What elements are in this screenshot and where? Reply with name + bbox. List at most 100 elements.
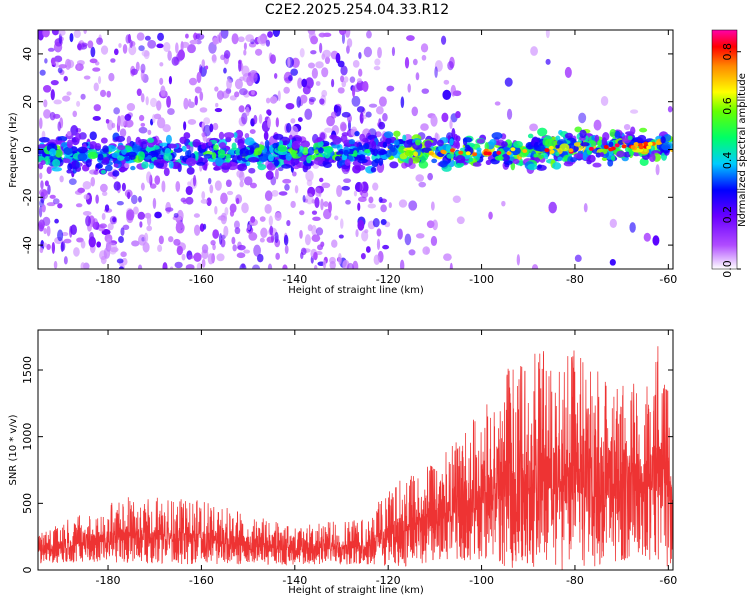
- spectrogram-cell: [299, 229, 303, 239]
- spectrogram-cell: [426, 220, 435, 229]
- spectrogram-ridge-cell: [77, 152, 88, 162]
- spectrogram-cell: [200, 198, 208, 204]
- spectrogram-cell: [300, 251, 304, 260]
- spectrogram-cell: [357, 219, 365, 231]
- spectrogram-cell: [440, 35, 447, 45]
- spectrogram-ridge-cell: [354, 164, 366, 171]
- spectrogram-cell: [311, 67, 318, 79]
- spectrogram-cell: [203, 223, 207, 230]
- spectrogram-cell: [194, 95, 198, 106]
- spectrogram-ridge-cell: [354, 130, 360, 137]
- spectrogram-cell: [386, 85, 395, 92]
- spectrogram-cell: [652, 235, 660, 246]
- spectrogram-ridge-cell: [587, 154, 596, 163]
- spectrogram-ridge-cell: [95, 162, 103, 169]
- spectrogram-ridge-cell: [118, 167, 128, 172]
- spectrogram-ridge-cell: [476, 149, 482, 158]
- spectrogram-cell: [201, 132, 206, 138]
- spectrogram-cell: [116, 258, 124, 264]
- spectrogram-ridge-cell: [217, 153, 226, 159]
- spectrogram-cell: [195, 33, 205, 41]
- spectrogram-cell: [343, 178, 352, 184]
- spectrogram-cell: [430, 115, 438, 127]
- spectrogram-cell: [124, 162, 130, 169]
- spectrogram-ridge-cell: [446, 153, 455, 159]
- spectrogram-cell: [70, 125, 79, 136]
- spectrogram-cell: [239, 263, 247, 269]
- spectrogram-cell: [209, 184, 214, 194]
- spectrogram-ridge-cell: [449, 138, 454, 146]
- spectrogram-ridge-cell: [132, 144, 141, 153]
- spectrogram-ridge-cell: [299, 145, 304, 154]
- spectrogram-cell: [239, 180, 244, 188]
- spectrogram-ridge-cell: [415, 139, 421, 146]
- spectrogram-cell: [138, 126, 148, 134]
- snr-ytick-label: 0: [21, 567, 34, 574]
- spectrogram-ridge-cell: [85, 158, 92, 168]
- spectrogram-cell: [667, 106, 673, 113]
- spectrogram-cell: [282, 178, 292, 184]
- spectrogram-cell: [299, 48, 305, 58]
- spectrogram-cell: [124, 113, 132, 121]
- spectrogram-cell: [243, 249, 251, 254]
- spectrogram-cell: [548, 201, 557, 214]
- spectrogram-cell: [189, 39, 198, 45]
- spectrogram-ridge-cell: [627, 135, 633, 141]
- spectrogram-cell: [404, 57, 410, 69]
- spectrogram-cell: [99, 223, 108, 229]
- spectrogram-cell: [136, 88, 142, 97]
- spectrogram-ridge-cell: [552, 162, 562, 170]
- spectrogram-cell: [263, 131, 269, 141]
- spectrogram-cell: [162, 262, 168, 269]
- spectrogram-cell: [157, 244, 163, 253]
- spectrogram-cell: [138, 45, 145, 52]
- spectrogram-cell: [253, 244, 261, 257]
- snr-ytick-label: 1500: [21, 356, 34, 384]
- spectrogram-ridge-cell: [332, 136, 342, 145]
- snr-frame: [37, 329, 674, 571]
- spectrogram-ridge-cell: [343, 149, 349, 156]
- spectrogram-cell: [290, 118, 296, 124]
- spectrogram-cell: [152, 197, 157, 209]
- spectrogram-ridge-cell: [63, 146, 73, 155]
- spectrogram-ridge-cell: [455, 154, 466, 164]
- snr-ytick-label: 500: [21, 493, 34, 514]
- spectrogram-cell: [330, 111, 337, 119]
- spectrogram-cell: [54, 218, 59, 224]
- spectrogram-ridge-cell: [501, 153, 510, 162]
- spectrogram-cell: [118, 115, 127, 127]
- spectrogram-ridge-cell: [277, 150, 288, 156]
- spectrogram-xtick-label: -120: [376, 273, 401, 286]
- spectrogram-ridge-cell: [152, 145, 160, 150]
- spectrogram-cell: [284, 183, 290, 191]
- spectrogram-cell: [319, 177, 324, 183]
- spectrogram-cell: [313, 264, 318, 269]
- spectrogram-cell: [501, 200, 506, 207]
- spectrogram-cell: [564, 66, 572, 79]
- spectrogram-cell: [70, 224, 77, 236]
- spectrogram-cell: [258, 113, 263, 124]
- spectrogram-ridge-cell: [264, 139, 270, 149]
- spectrogram-cell: [531, 264, 539, 269]
- spectrogram-cell: [193, 213, 200, 218]
- spectrogram-cell: [66, 59, 75, 69]
- spectrogram-cell: [411, 106, 419, 117]
- spectrogram-cell: [77, 43, 82, 51]
- spectrogram-cell: [341, 80, 347, 88]
- spectrogram-ridge-cell: [536, 146, 547, 152]
- spectrogram-cell: [173, 212, 179, 218]
- spectrogram-ridge-cell: [418, 160, 429, 169]
- spectrogram-cell: [187, 181, 191, 187]
- spectrogram-cell: [122, 43, 128, 54]
- spectrogram-cell: [506, 108, 513, 120]
- spectrogram-peak-cell: [441, 150, 447, 155]
- spectrogram-cell: [283, 234, 289, 246]
- spectrogram-cell: [217, 216, 225, 221]
- spectrogram-cell: [80, 240, 86, 249]
- spectrogram-cell: [623, 123, 631, 131]
- spectrogram-ridge-cell: [398, 145, 406, 154]
- spectrogram-cell: [365, 111, 372, 118]
- spectrogram-cell: [207, 177, 212, 185]
- spectrogram-cell: [77, 187, 86, 194]
- spectrogram-ridge-cell: [201, 143, 207, 150]
